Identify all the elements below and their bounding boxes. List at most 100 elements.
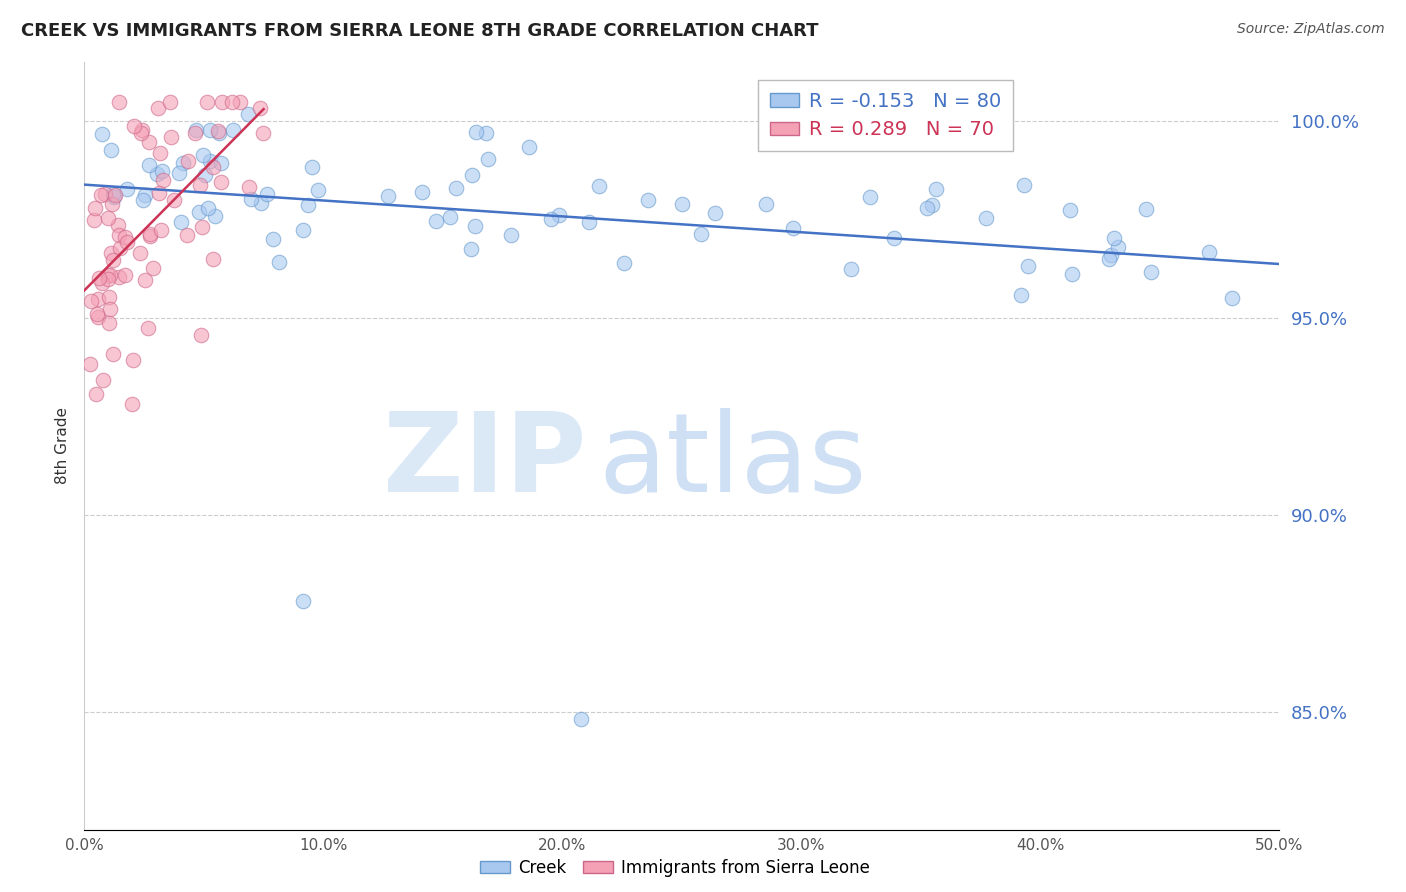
Point <box>93 186 115 201</box>
Point <box>107 269 129 284</box>
Point <box>114 268 136 283</box>
Point <box>150 164 173 178</box>
Point <box>190 328 212 343</box>
Point <box>90 188 112 202</box>
Point <box>195 95 218 109</box>
Point <box>188 205 211 219</box>
Point <box>108 227 131 242</box>
Point <box>238 179 260 194</box>
Point <box>129 245 152 260</box>
Point <box>197 201 219 215</box>
Point <box>163 193 186 207</box>
Point <box>202 252 225 266</box>
Point <box>80 293 103 308</box>
Point <box>170 215 193 229</box>
Point <box>1014 178 1036 193</box>
Point <box>172 155 194 169</box>
Point <box>238 106 260 120</box>
Text: CREEK VS IMMIGRANTS FROM SIERRA LEONE 8TH GRADE CORRELATION CHART: CREEK VS IMMIGRANTS FROM SIERRA LEONE 8T… <box>21 22 818 40</box>
Point <box>142 260 165 275</box>
Point <box>1060 267 1083 281</box>
Point <box>291 594 314 608</box>
Point <box>86 386 108 401</box>
Point <box>100 246 122 260</box>
Point <box>755 197 778 211</box>
Point <box>198 123 221 137</box>
Point <box>146 101 169 115</box>
Point <box>87 292 110 306</box>
Point <box>108 241 131 255</box>
Point <box>184 126 207 140</box>
Point <box>100 144 122 158</box>
Point <box>103 187 125 202</box>
Point <box>207 124 229 138</box>
Point <box>87 310 110 325</box>
Point <box>91 373 114 387</box>
Point <box>138 135 160 149</box>
Point <box>540 211 562 226</box>
Point <box>136 321 159 335</box>
Point <box>139 227 162 241</box>
Point <box>1059 203 1081 218</box>
Point <box>1010 288 1032 302</box>
Point <box>202 161 225 175</box>
Legend: R = -0.153   N = 80, R = 0.289   N = 70: R = -0.153 N = 80, R = 0.289 N = 70 <box>758 79 1012 151</box>
Point <box>704 206 727 220</box>
Point <box>859 190 882 204</box>
Point <box>86 306 108 320</box>
Point <box>101 186 124 201</box>
Point <box>209 156 232 170</box>
Point <box>613 256 636 270</box>
Point <box>267 255 290 269</box>
Point <box>301 161 323 175</box>
Point <box>79 357 101 371</box>
Point <box>1098 252 1121 266</box>
Point <box>108 95 131 109</box>
Point <box>1135 202 1157 216</box>
Point <box>91 127 114 141</box>
Point <box>439 211 461 225</box>
Point <box>97 211 120 226</box>
Point <box>207 126 229 140</box>
Point <box>460 242 482 256</box>
Point <box>101 347 124 361</box>
Point <box>464 219 486 233</box>
Point <box>211 95 233 109</box>
Point <box>1139 265 1161 279</box>
Point <box>262 231 284 245</box>
Point <box>915 201 938 215</box>
Point <box>921 198 943 212</box>
Point <box>91 276 114 290</box>
Point <box>122 120 145 134</box>
Point <box>191 148 214 162</box>
Point <box>588 179 610 194</box>
Point <box>425 214 447 228</box>
Point <box>925 182 948 196</box>
Point <box>152 173 174 187</box>
Point <box>148 186 170 200</box>
Point <box>134 273 156 287</box>
Point <box>839 261 862 276</box>
Point <box>149 146 172 161</box>
Point <box>444 181 467 195</box>
Text: Source: ZipAtlas.com: Source: ZipAtlas.com <box>1237 22 1385 37</box>
Point <box>517 139 540 153</box>
Y-axis label: 8th Grade: 8th Grade <box>55 408 70 484</box>
Point <box>97 268 120 282</box>
Point <box>139 229 162 244</box>
Text: atlas: atlas <box>599 408 866 515</box>
Point <box>101 197 124 211</box>
Point <box>98 301 121 316</box>
Point <box>411 185 433 199</box>
Point <box>84 201 107 215</box>
Point <box>184 123 207 137</box>
Point <box>239 192 262 206</box>
Point <box>465 125 488 139</box>
Point <box>461 169 484 183</box>
Point <box>176 228 198 243</box>
Point <box>1220 292 1243 306</box>
Point <box>190 219 212 234</box>
Point <box>134 187 156 202</box>
Point <box>101 252 124 267</box>
Point <box>782 220 804 235</box>
